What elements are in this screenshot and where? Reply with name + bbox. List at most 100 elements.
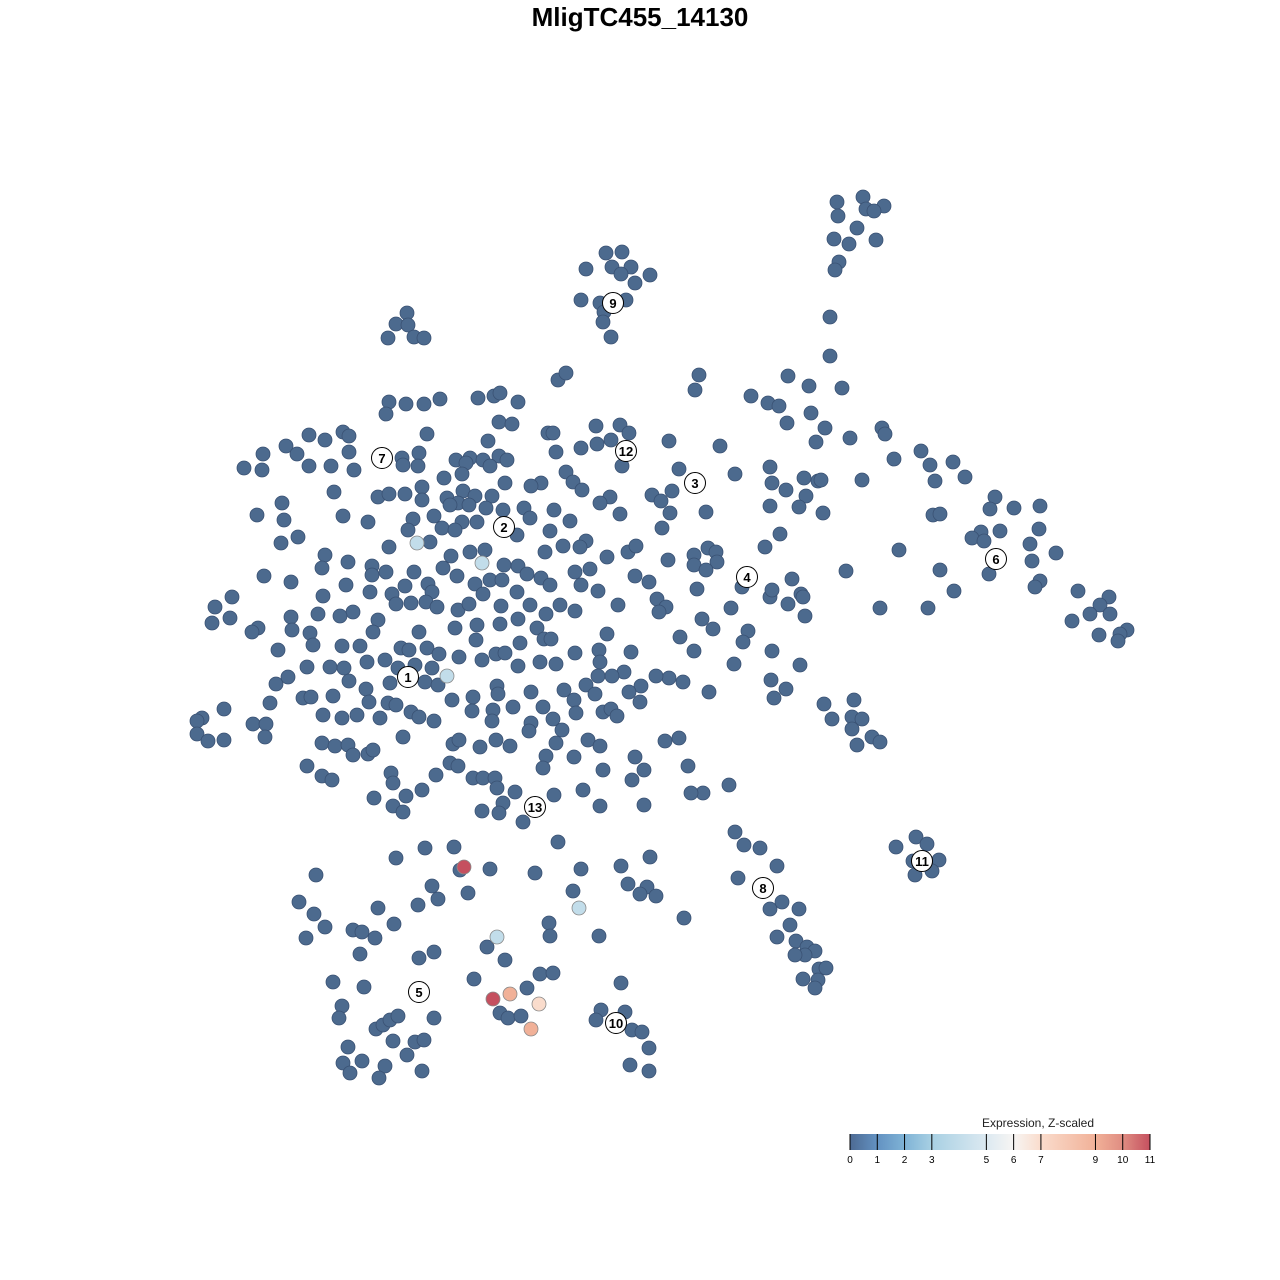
data-point bbox=[497, 952, 513, 968]
data-point bbox=[451, 649, 467, 665]
data-point bbox=[854, 711, 870, 727]
data-point bbox=[315, 588, 331, 604]
data-point bbox=[574, 482, 590, 498]
data-point bbox=[531, 996, 547, 1012]
data-point bbox=[469, 617, 485, 633]
data-point bbox=[489, 780, 505, 796]
data-point bbox=[414, 1063, 430, 1079]
data-point bbox=[592, 654, 608, 670]
data-point bbox=[477, 542, 493, 558]
data-point bbox=[595, 314, 611, 330]
chart-title: MligTC455_14130 bbox=[531, 2, 749, 32]
data-point bbox=[397, 578, 413, 594]
data-point bbox=[846, 692, 862, 708]
data-point bbox=[609, 708, 625, 724]
data-point bbox=[787, 947, 803, 963]
data-point bbox=[817, 420, 833, 436]
data-point bbox=[548, 735, 564, 751]
data-point bbox=[844, 721, 860, 737]
data-point bbox=[603, 329, 619, 345]
cluster-label-5: 5 bbox=[408, 981, 430, 1003]
data-point bbox=[395, 729, 411, 745]
data-point bbox=[472, 739, 488, 755]
data-point bbox=[664, 483, 680, 499]
data-point bbox=[538, 606, 554, 622]
data-point bbox=[957, 469, 973, 485]
data-point bbox=[222, 610, 238, 626]
data-point bbox=[522, 510, 538, 526]
data-point bbox=[521, 723, 537, 739]
data-point bbox=[451, 732, 467, 748]
data-point bbox=[922, 457, 938, 473]
data-point bbox=[468, 632, 484, 648]
data-point bbox=[791, 901, 807, 917]
data-point bbox=[509, 584, 525, 600]
data-point bbox=[341, 428, 357, 444]
data-point bbox=[443, 548, 459, 564]
data-point bbox=[505, 699, 521, 715]
color-legend: Expression, Z-scaled 0 1 2 3 5 6 7 9 10 11 bbox=[847, 1116, 1155, 1166]
data-point bbox=[877, 426, 893, 442]
data-point bbox=[365, 624, 381, 640]
data-point bbox=[849, 220, 865, 236]
data-point bbox=[454, 466, 470, 482]
data-point bbox=[801, 378, 817, 394]
data-point bbox=[519, 980, 535, 996]
data-point bbox=[490, 686, 506, 702]
data-point bbox=[687, 382, 703, 398]
data-point bbox=[642, 849, 658, 865]
data-point bbox=[429, 599, 445, 615]
data-point bbox=[474, 555, 490, 571]
data-point bbox=[299, 758, 315, 774]
data-point bbox=[422, 534, 438, 550]
data-point bbox=[662, 505, 678, 521]
data-point bbox=[868, 232, 884, 248]
data-point bbox=[341, 673, 357, 689]
data-point bbox=[736, 837, 752, 853]
data-point bbox=[324, 772, 340, 788]
data-point bbox=[676, 910, 692, 926]
data-point bbox=[289, 446, 305, 462]
data-point bbox=[236, 460, 252, 476]
data-point bbox=[648, 888, 664, 904]
data-point bbox=[1022, 536, 1038, 552]
data-point bbox=[752, 840, 768, 856]
data-point bbox=[410, 458, 426, 474]
legend-tick-label: 10 bbox=[1117, 1155, 1129, 1166]
data-point bbox=[411, 624, 427, 640]
cluster-label-3: 3 bbox=[684, 472, 706, 494]
data-point bbox=[641, 1063, 657, 1079]
data-point bbox=[291, 894, 307, 910]
data-point bbox=[872, 600, 888, 616]
data-point bbox=[604, 668, 620, 684]
data-point bbox=[660, 552, 676, 568]
data-point bbox=[798, 488, 814, 504]
data-point bbox=[816, 696, 832, 712]
data-point bbox=[523, 478, 539, 494]
data-point bbox=[366, 790, 382, 806]
data-point bbox=[567, 564, 583, 580]
data-point bbox=[482, 458, 498, 474]
data-point bbox=[591, 928, 607, 944]
data-point bbox=[430, 677, 446, 693]
data-point bbox=[270, 642, 286, 658]
data-point bbox=[314, 735, 330, 751]
data-point bbox=[305, 637, 321, 653]
data-point bbox=[494, 572, 510, 588]
data-point bbox=[417, 674, 433, 690]
data-point bbox=[580, 732, 596, 748]
data-point bbox=[352, 638, 368, 654]
data-point bbox=[507, 784, 523, 800]
data-point bbox=[578, 677, 594, 693]
data-point bbox=[371, 1070, 387, 1086]
data-point bbox=[795, 589, 811, 605]
data-point bbox=[444, 692, 460, 708]
data-point bbox=[866, 203, 882, 219]
data-point bbox=[485, 991, 501, 1007]
data-point bbox=[636, 762, 652, 778]
cluster-label-text: 6 bbox=[992, 552, 999, 567]
data-point bbox=[442, 497, 458, 513]
data-point bbox=[573, 861, 589, 877]
data-point bbox=[414, 782, 430, 798]
data-point bbox=[599, 626, 615, 642]
